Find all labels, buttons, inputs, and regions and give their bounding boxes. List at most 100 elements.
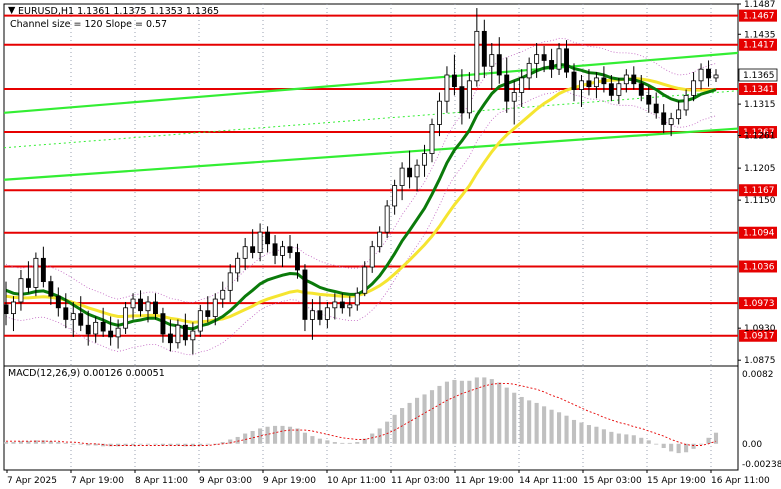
time-tick-label: 11 Apr 19:00 xyxy=(455,476,514,486)
candle-body xyxy=(496,54,502,76)
price-tick-label: 1.0930 xyxy=(744,324,776,334)
macd-bar xyxy=(56,442,61,444)
macd-bar xyxy=(616,433,621,444)
candle-body xyxy=(586,80,592,88)
candle-body xyxy=(324,307,330,320)
candle-body xyxy=(182,324,188,341)
candle-body xyxy=(100,321,106,332)
symbol-arrow-icon[interactable]: ▼ xyxy=(8,5,16,16)
macd-bar xyxy=(571,419,577,444)
candle-body xyxy=(108,330,114,338)
candle-body xyxy=(414,164,420,178)
candle-body xyxy=(422,153,427,166)
candle-body xyxy=(481,30,487,67)
level-label-bg xyxy=(739,9,777,22)
candle-body xyxy=(407,167,413,178)
candle-body xyxy=(347,304,353,309)
macd-bar xyxy=(414,397,420,444)
candle-body xyxy=(564,48,569,73)
channel-lower-line xyxy=(3,127,739,181)
candle-body xyxy=(190,330,196,341)
macd-bar xyxy=(609,431,614,444)
macd-bar xyxy=(691,443,696,449)
candle-body xyxy=(354,292,360,306)
macd-bar xyxy=(385,421,390,444)
macd-bar xyxy=(190,443,195,447)
macd-bar xyxy=(646,440,651,444)
candle-body xyxy=(399,167,405,186)
candle-body xyxy=(295,252,300,271)
level-label: 1.1094 xyxy=(743,229,775,239)
macd-bar xyxy=(78,443,83,445)
macd-bar xyxy=(437,385,442,444)
macd-bar xyxy=(280,425,285,444)
candle-body xyxy=(556,48,562,70)
candle-body xyxy=(429,124,435,154)
macd-bar xyxy=(287,426,293,444)
candle-body xyxy=(593,77,599,88)
macd-bar xyxy=(654,443,659,445)
candle-body xyxy=(33,257,39,288)
macd-bar xyxy=(669,443,674,452)
candle-body xyxy=(175,324,181,344)
macd-panel[interactable] xyxy=(3,365,739,471)
macd-bar xyxy=(370,433,375,444)
level-label-bg xyxy=(739,38,777,51)
candle-body xyxy=(160,313,166,335)
candle-body xyxy=(504,74,510,102)
candle-body xyxy=(145,301,151,312)
macd-bar xyxy=(661,443,666,449)
macd-bar xyxy=(467,380,472,444)
candle-body xyxy=(167,333,173,344)
macd-bar xyxy=(706,437,711,444)
macd-bar xyxy=(698,443,704,445)
candle-body xyxy=(646,94,652,105)
macd-bar xyxy=(459,380,464,444)
macd-bar xyxy=(108,443,113,447)
candle-body xyxy=(3,304,9,315)
candle-body xyxy=(698,68,704,82)
channel-upper-line xyxy=(3,51,739,114)
macd-bar xyxy=(482,377,487,444)
macd-bar xyxy=(519,396,524,444)
macd-scale-label: 0.00 xyxy=(742,440,762,450)
macd-bar xyxy=(489,379,494,444)
candle-body xyxy=(392,185,398,207)
price-panel[interactable] xyxy=(3,3,739,367)
macd-bar xyxy=(228,439,233,444)
time-tick-label: 14 Apr 11:00 xyxy=(519,476,578,486)
macd-bar xyxy=(586,425,592,444)
chart-title: EURUSD,H1 1.1361 1.1375 1.1353 1.1365 xyxy=(18,6,219,17)
macd-bar xyxy=(564,415,569,444)
macd-bar xyxy=(93,443,98,446)
candlesticks xyxy=(3,8,719,355)
candle-body xyxy=(668,118,674,125)
macd-bar xyxy=(243,433,248,444)
candle-body xyxy=(85,324,91,335)
level-label-bg xyxy=(739,329,777,342)
macd-bar xyxy=(18,441,24,444)
macd-scale-label: 0.0082 xyxy=(742,370,774,380)
candle-body xyxy=(25,278,31,288)
candle-body xyxy=(78,313,84,326)
price-tick-label: 1.1435 xyxy=(744,30,776,40)
macd-bar xyxy=(3,442,9,444)
candle-body xyxy=(466,80,472,114)
candle-body xyxy=(115,327,121,338)
level-label: 1.1167 xyxy=(743,186,775,196)
macd-bar xyxy=(302,432,308,444)
macd-bar xyxy=(340,442,345,444)
time-tick-label: 15 Apr 03:00 xyxy=(583,476,642,486)
level-label-bg xyxy=(739,184,777,197)
macd-bar xyxy=(512,392,517,444)
candle-body xyxy=(280,246,285,256)
current-price-tag xyxy=(738,68,778,82)
price-tick-label: 1.0875 xyxy=(744,356,776,366)
horizontal-levels: 1.1467 1.1417 1.1341 1.1267 1.1167 1.1094 1.10… xyxy=(4,9,778,342)
candle-body xyxy=(265,231,271,245)
candle-body xyxy=(683,94,689,111)
price-axis: 1.1487 1.1435 1.1315 1.1261 1.1205 1.1150 1.09… xyxy=(738,0,781,470)
macd-bar xyxy=(444,381,450,444)
candle-body xyxy=(571,71,577,90)
